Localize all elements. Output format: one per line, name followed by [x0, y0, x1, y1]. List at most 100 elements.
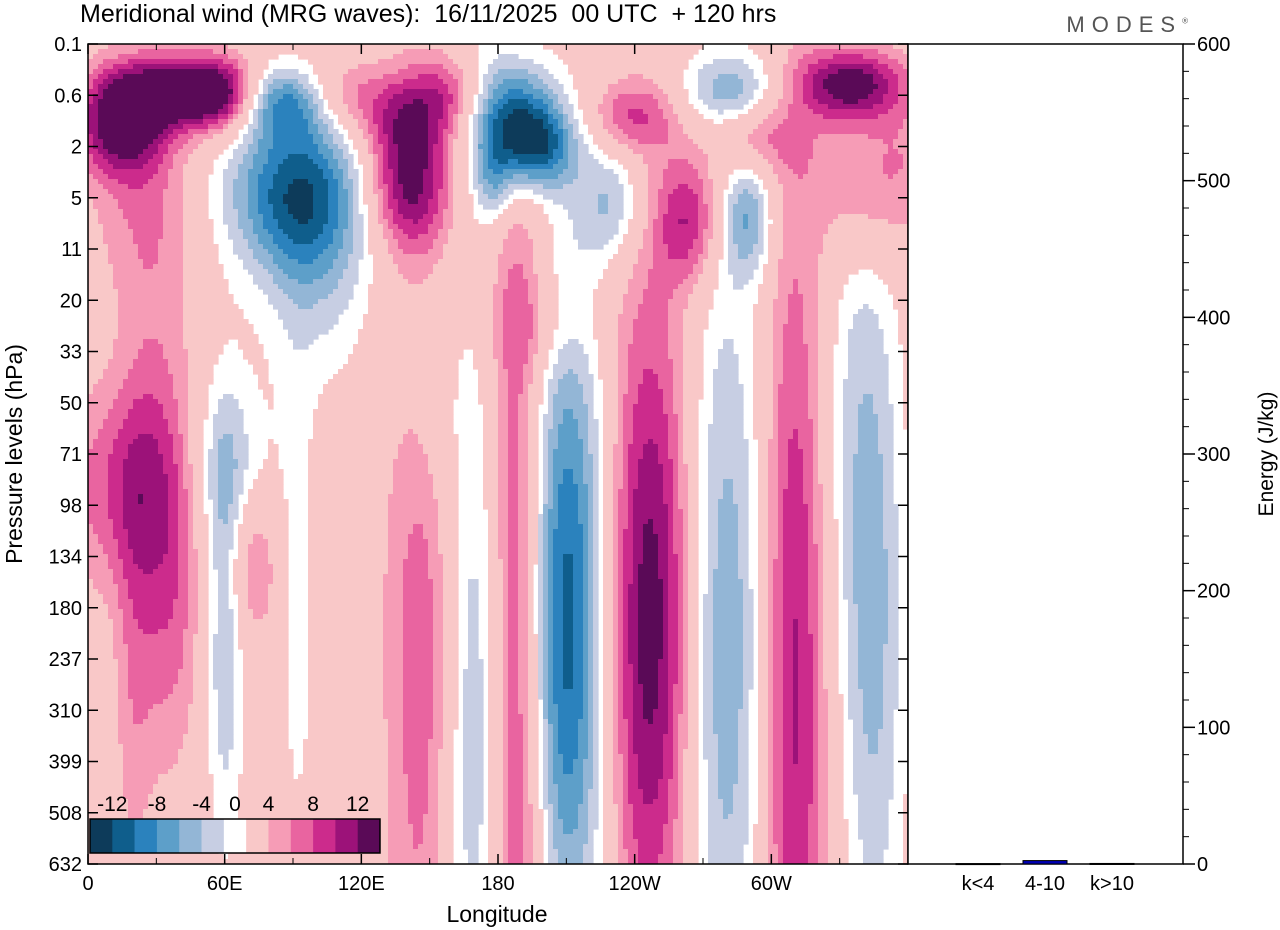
contour-fill	[853, 554, 889, 560]
contour-fill	[108, 489, 124, 495]
contour-fill	[433, 174, 444, 180]
contour-fill	[308, 559, 389, 565]
contour-fill	[663, 114, 679, 120]
contour-fill	[488, 659, 504, 665]
contour-fill	[668, 444, 679, 450]
contour-fill	[783, 244, 824, 250]
contour-fill	[783, 219, 834, 225]
contour-fill	[538, 329, 554, 335]
contour-fill	[588, 124, 604, 130]
contour-fill	[673, 504, 679, 510]
contour-fill	[633, 564, 639, 570]
contour-fill	[813, 509, 824, 515]
contour-fill	[733, 279, 749, 285]
contour-fill	[88, 514, 109, 520]
contour-fill	[458, 64, 479, 70]
contour-fill	[818, 634, 824, 640]
contour-fill	[163, 349, 189, 355]
contour-fill	[853, 549, 889, 555]
contour-fill	[528, 469, 539, 475]
contour-fill	[98, 434, 119, 440]
contour-fill	[818, 604, 824, 610]
contour-fill	[773, 419, 779, 425]
contour-fill	[758, 454, 769, 460]
contour-fill	[678, 424, 684, 430]
contour-fill	[873, 399, 889, 405]
contour-fill	[528, 424, 539, 430]
contour-fill	[543, 439, 549, 445]
contour-fill	[713, 59, 744, 65]
contour-fill	[763, 89, 784, 95]
contour-fill	[313, 204, 329, 210]
contour-fill	[398, 444, 424, 450]
contour-fill	[813, 494, 824, 500]
contour-fill	[678, 604, 684, 610]
contour-fill	[588, 519, 594, 525]
contour-fill	[178, 584, 189, 590]
contour-fill	[808, 559, 819, 565]
contour-fill	[478, 149, 484, 155]
contour-fill	[463, 69, 479, 75]
contour-fill	[443, 579, 459, 585]
contour-fill	[88, 489, 109, 495]
contour-fill	[658, 454, 669, 460]
contour-fill	[243, 234, 259, 240]
contour-fill	[573, 219, 619, 225]
contour-fill	[628, 229, 644, 235]
contour-fill	[783, 119, 904, 125]
contour-fill	[578, 494, 589, 500]
contour-fill	[593, 479, 599, 485]
contour-fill	[573, 634, 584, 640]
contour-fill	[178, 469, 184, 475]
contour-fill	[193, 664, 209, 670]
contour-fill	[198, 589, 209, 595]
contour-fill	[233, 204, 249, 210]
contour-fill	[433, 599, 444, 605]
contour-fill	[748, 189, 759, 195]
contour-fill	[788, 294, 804, 300]
contour-fill	[333, 169, 344, 175]
contour-fill	[518, 599, 529, 605]
contour-fill	[518, 624, 529, 630]
contour-fill	[533, 364, 549, 370]
contour-fill	[728, 209, 734, 215]
contour-fill	[98, 134, 159, 140]
contour-fill	[488, 179, 504, 185]
contour-fill	[613, 104, 659, 110]
contour-fill	[308, 499, 389, 505]
contour-fill	[263, 104, 269, 110]
contour-fill	[553, 534, 584, 540]
contour-fill	[803, 74, 814, 80]
contour-fill	[213, 529, 234, 535]
contour-fill	[518, 619, 529, 625]
contour-fill	[883, 454, 894, 460]
contour-fill	[368, 304, 494, 310]
contour-fill	[628, 369, 644, 375]
contour-fill	[528, 534, 539, 540]
contour-fill	[363, 169, 374, 175]
contour-fill	[708, 469, 749, 475]
contour-fill	[508, 494, 519, 500]
contour-fill	[778, 459, 789, 465]
contour-fill	[478, 189, 484, 195]
contour-fill	[703, 264, 719, 270]
contour-fill	[213, 444, 219, 450]
contour-fill	[213, 519, 224, 525]
contour-fill	[398, 154, 429, 160]
contour-fill	[883, 539, 899, 545]
contour-fill	[118, 199, 164, 205]
contour-fill	[803, 494, 814, 500]
contour-fill	[453, 59, 479, 65]
contour-fill	[398, 449, 424, 455]
contour-fill	[508, 449, 519, 455]
contour-fill	[323, 84, 344, 90]
contour-fill	[538, 639, 544, 645]
contour-fill	[178, 424, 189, 430]
contour-fill	[768, 509, 779, 515]
contour-fill	[328, 184, 339, 190]
contour-fill	[673, 374, 684, 380]
contour-fill	[443, 244, 504, 250]
contour-fill	[103, 59, 129, 65]
contour-fill	[893, 44, 908, 50]
contour-fill	[903, 119, 908, 125]
